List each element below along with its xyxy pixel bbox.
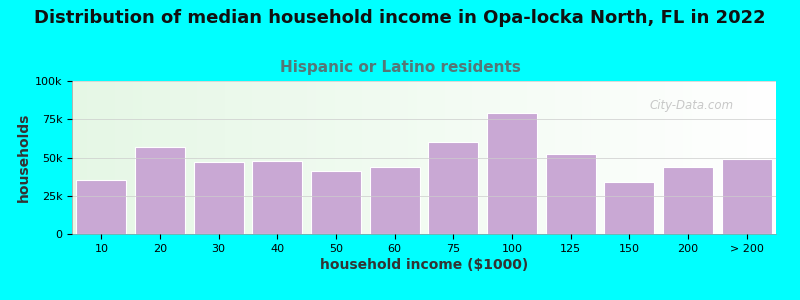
Bar — [546, 154, 595, 234]
Bar — [253, 160, 302, 234]
Bar — [311, 171, 361, 234]
Text: Distribution of median household income in Opa-locka North, FL in 2022: Distribution of median household income … — [34, 9, 766, 27]
Bar — [663, 167, 713, 234]
Text: City-Data.com: City-Data.com — [650, 99, 734, 112]
X-axis label: household income ($1000): household income ($1000) — [320, 258, 528, 272]
Bar — [722, 159, 771, 234]
Bar — [194, 162, 243, 234]
Text: Hispanic or Latino residents: Hispanic or Latino residents — [279, 60, 521, 75]
Bar — [429, 142, 478, 234]
Bar — [370, 167, 419, 234]
Bar — [487, 113, 537, 234]
Bar — [605, 182, 654, 234]
Bar — [77, 181, 126, 234]
Y-axis label: households: households — [17, 113, 30, 202]
Bar — [135, 147, 185, 234]
